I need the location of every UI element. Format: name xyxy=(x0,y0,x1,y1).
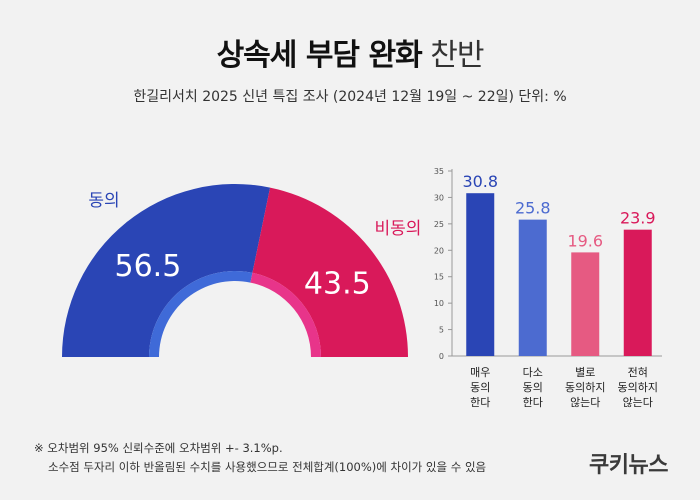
value-label-agree: 56.5 xyxy=(114,249,181,284)
category-label-agree: 동의 xyxy=(88,191,119,211)
value-label-disagree: 43.5 xyxy=(304,266,371,301)
brand-logo: 쿠키뉴스 xyxy=(589,453,668,478)
bar-value-label: 23.9 xyxy=(620,209,656,228)
bar-value-label: 25.8 xyxy=(515,199,551,218)
x-tick-label: 다소 동의 한다 xyxy=(523,366,543,409)
y-tick-label: 5 xyxy=(439,326,444,335)
bar xyxy=(623,229,652,356)
segment-disagree xyxy=(252,187,408,357)
title-main: 상속세 부담 완화 xyxy=(216,38,423,73)
title-suffix: 찬반 xyxy=(430,38,484,73)
y-tick-label: 20 xyxy=(434,246,444,255)
y-tick-label: 35 xyxy=(434,167,444,176)
footnote-line-1: ※ 오차범위 95% 신뢰수준에 오차범위 +- 3.1%p. xyxy=(34,441,283,455)
bar xyxy=(518,219,547,356)
x-tick-label: 매우 동의 한다 xyxy=(470,366,490,409)
y-tick-label: 10 xyxy=(434,299,444,308)
chart-subtitle: 한길리서치 2025 신년 특집 조사 (2024년 12월 19일 ~ 22일… xyxy=(133,89,567,105)
bar xyxy=(466,193,495,356)
inner-ring-agree xyxy=(149,270,253,357)
bar-value-label: 30.8 xyxy=(462,172,498,191)
footnote: ※ 오차범위 95% 신뢰수준에 오차범위 +- 3.1%p. 소수점 두자리 … xyxy=(34,439,486,477)
x-tick-label: 전혀 동의하지 않는다 xyxy=(618,366,658,409)
y-tick-label: 15 xyxy=(434,273,444,282)
category-label-disagree: 비동의 xyxy=(375,219,422,239)
segment-agree xyxy=(62,184,271,357)
chart-title: 상속세 부담 완화 찬반 xyxy=(0,30,700,74)
bar xyxy=(571,252,600,356)
inner-ring-disagree xyxy=(250,272,321,357)
x-tick-label: 별로 동의하지 않는다 xyxy=(565,366,605,409)
bar-value-label: 19.6 xyxy=(567,231,603,250)
footnote-line-2: 소수점 두자리 이하 반올림된 수치를 사용했으므로 전체합계(100%)에 차… xyxy=(48,460,487,474)
y-tick-label: 25 xyxy=(434,220,444,229)
y-tick-label: 30 xyxy=(434,193,444,202)
y-tick-label: 0 xyxy=(439,352,444,361)
